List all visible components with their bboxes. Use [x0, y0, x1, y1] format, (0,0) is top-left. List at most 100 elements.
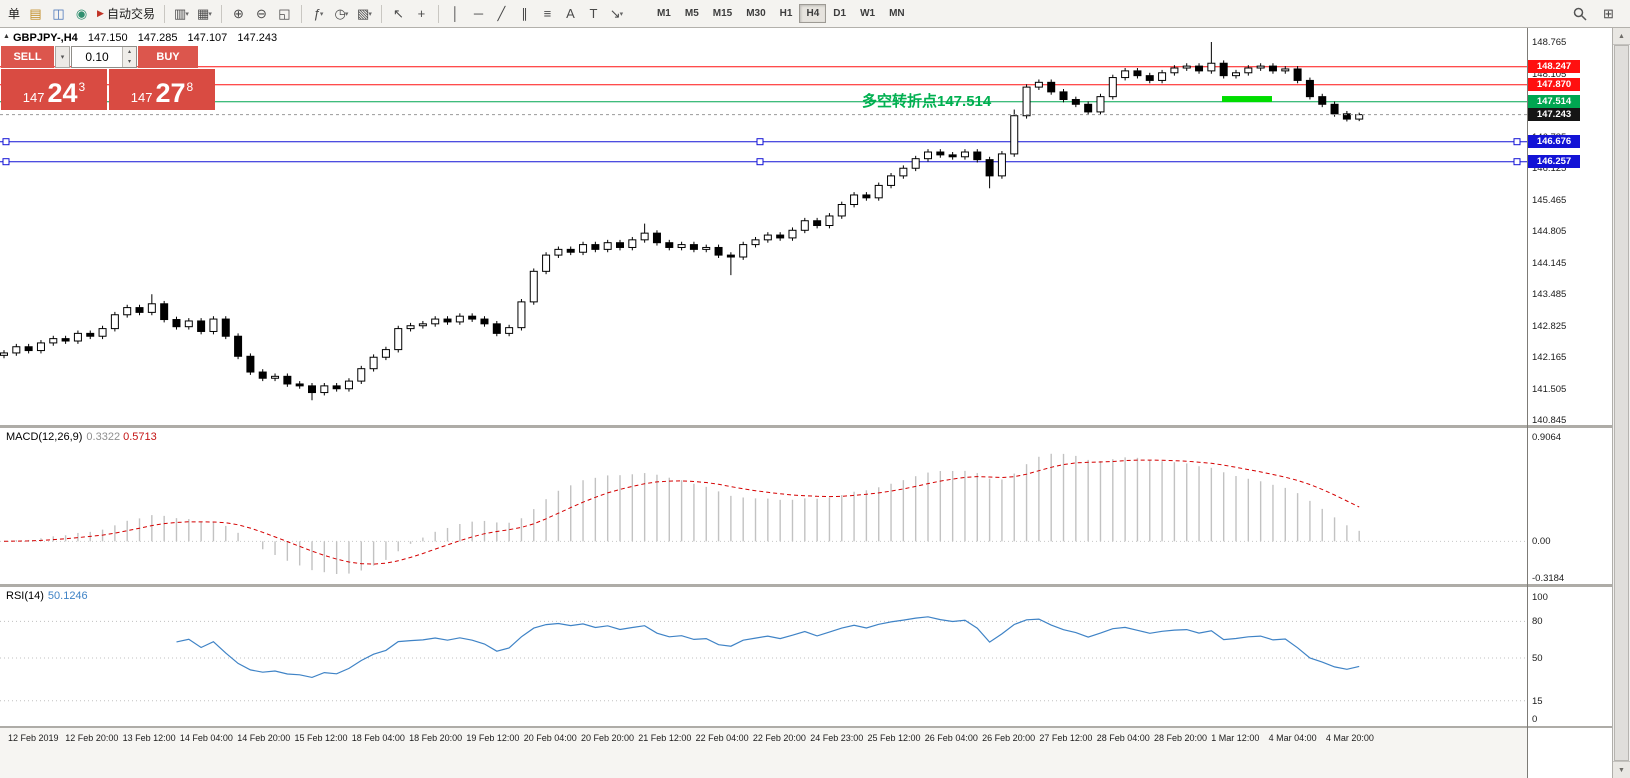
chart-collapse-icon[interactable]: ▲: [3, 33, 10, 40]
time-label: 27 Feb 12:00: [1039, 733, 1093, 743]
crosshair-icon[interactable]: +: [417, 6, 426, 21]
trendline-icon[interactable]: ╱: [497, 5, 506, 21]
new-chart-icon-caret: ▾: [185, 10, 189, 18]
zoom-in-icon[interactable]: ⊕: [233, 5, 244, 21]
time-label: 4 Mar 04:00: [1268, 733, 1317, 743]
price-axis-label: 148.105: [1532, 68, 1567, 80]
new-chart-icon[interactable]: ▥ ▾: [174, 5, 189, 21]
candle-body: [1022, 86, 1031, 117]
tile-windows-icon[interactable]: ◱: [278, 5, 291, 21]
new-window-icon[interactable]: ⊞: [1603, 5, 1614, 21]
zoom-out-icon[interactable]: ⊖: [256, 5, 267, 21]
candle-body: [1207, 62, 1216, 72]
volume-stepper[interactable]: ▴ ▾: [122, 47, 136, 67]
toolbar-separator: [220, 4, 222, 23]
timeframe-m5[interactable]: M5: [684, 8, 699, 19]
scroll-down-icon[interactable]: ▼: [1613, 761, 1630, 778]
candle-body: [1170, 67, 1179, 74]
toolbar-right-group: ⊞: [1568, 3, 1626, 24]
candle-body: [283, 375, 292, 385]
candle-body: [837, 204, 846, 217]
candle-body: [763, 234, 772, 241]
volume-value[interactable]: 0.10: [85, 50, 109, 64]
arrows-icon[interactable]: ↘ ▾: [609, 5, 624, 21]
candle-body: [295, 383, 304, 387]
text-icon[interactable]: A: [566, 6, 575, 21]
price-axis-label: 142.165: [1532, 352, 1567, 363]
macd-signal-line: [3, 459, 1360, 565]
candle-body: [1244, 67, 1253, 74]
autotrading-button[interactable]: ▶ 自动交易: [93, 3, 159, 24]
search-icon[interactable]: [1569, 3, 1590, 24]
ohlc-high: 147.285: [137, 32, 178, 44]
indicators-icon-caret: ▾: [319, 10, 324, 18]
price-axis[interactable]: 148.765148.105147.445146.785146.125145.4…: [1527, 28, 1613, 778]
time-label: 28 Feb 20:00: [1154, 733, 1208, 743]
templates-icon[interactable]: ▧ ▾: [357, 5, 372, 21]
candlestick-chart[interactable]: [0, 28, 1527, 425]
candle-body: [911, 158, 920, 169]
candle-body: [492, 323, 501, 334]
candle-body: [997, 153, 1006, 177]
candle-body: [813, 220, 822, 227]
volume-down-icon[interactable]: ▾: [123, 57, 136, 67]
timeframe-d1[interactable]: D1: [833, 8, 847, 19]
buy-price-display[interactable]: 147 27 8: [109, 69, 215, 110]
buy-button[interactable]: BUY: [138, 46, 198, 68]
timeframe-h1[interactable]: H1: [779, 8, 793, 19]
scroll-up-icon[interactable]: ▲: [1613, 28, 1630, 45]
navigator-icon[interactable]: ◫: [52, 5, 65, 21]
market-watch-icon[interactable]: ▤: [29, 5, 42, 21]
main-chart-panel[interactable]: ▲ GBPJPY-,H4 147.150 147.285 147.107 147…: [0, 28, 1527, 428]
new-order-button[interactable]: 单: [4, 3, 24, 24]
candle-body: [1305, 79, 1314, 98]
price-axis-label: 144.145: [1532, 257, 1567, 269]
trade-options-caret-icon[interactable]: ▾: [55, 46, 70, 68]
timeframe-m30[interactable]: M30: [746, 8, 766, 19]
sell-button[interactable]: SELL: [1, 46, 54, 68]
candle-body: [751, 239, 760, 246]
macd-panel[interactable]: MACD(12,26,9) 0.3322 0.5713: [0, 428, 1527, 587]
timeframe-mn[interactable]: MN: [889, 8, 905, 19]
time-axis[interactable]: 12 Feb 2019 12 Feb 20:00 13 Feb 12:00 14 Fe…: [0, 728, 1527, 778]
toolbar-separator: [380, 4, 382, 23]
volume-up-icon[interactable]: ▴: [123, 47, 136, 57]
volume-input[interactable]: 0.10 ▴ ▾: [71, 46, 137, 68]
timeframe-m15[interactable]: M15: [712, 8, 733, 19]
candle-body: [1158, 72, 1167, 81]
chart-annotation: 多空转折点147.514: [862, 93, 992, 110]
timeframe-h4[interactable]: H4: [799, 4, 827, 23]
rsi-panel[interactable]: RSI(14) 50.1246: [0, 587, 1527, 728]
macd-main-value: 0.3322: [86, 431, 121, 443]
sell-price-display[interactable]: 147 24 3: [1, 69, 107, 110]
time-label: 21 Feb 12:00: [638, 733, 692, 743]
vertical-line-icon[interactable]: │: [451, 6, 460, 21]
label-icon[interactable]: T: [589, 6, 598, 21]
time-label: 25 Feb 12:00: [867, 733, 921, 743]
profiles-icon[interactable]: ▦ ▾: [197, 5, 212, 21]
cursor-icon[interactable]: ↖: [393, 5, 404, 21]
candle-body: [418, 323, 427, 327]
candle-body: [1232, 72, 1240, 77]
rsi-name: RSI(14): [6, 590, 44, 602]
indicators-icon[interactable]: ƒ ▾: [313, 6, 324, 21]
channel-icon[interactable]: ∥: [521, 5, 528, 21]
candle-body: [924, 151, 932, 160]
fibonacci-icon[interactable]: ≡: [543, 6, 552, 21]
candle-body: [628, 239, 637, 248]
candle-body: [135, 307, 144, 313]
rsi-chart: [0, 616, 1527, 702]
toolbar-main-group: 单 ▤ ◫ ◉ ▶ 自动交易 ▥ ▾ ▦ ▾ ⊕ ⊖ ◱ ƒ ▾ ◷ ▾ ▧ ▾ ↖ + │ ─ ╱ ∥ ≡ A T ↘ ▾: [4, 3, 628, 24]
timeframe-m1[interactable]: M1: [656, 8, 671, 19]
candle-body: [887, 175, 896, 186]
scrollbar-thumb[interactable]: [1614, 45, 1629, 761]
vertical-scrollbar[interactable]: ▲ ▼: [1612, 28, 1630, 778]
price-tag: 146.257: [1528, 155, 1580, 169]
terminal-icon[interactable]: ◉: [75, 5, 88, 21]
timeframe-w1[interactable]: W1: [860, 8, 876, 19]
horizontal-line-icon[interactable]: ─: [473, 6, 484, 21]
candle-body: [110, 314, 119, 330]
time-label: 18 Feb 20:00: [409, 733, 463, 743]
candle-body: [739, 244, 748, 258]
periods-icon[interactable]: ◷ ▾: [334, 5, 349, 21]
